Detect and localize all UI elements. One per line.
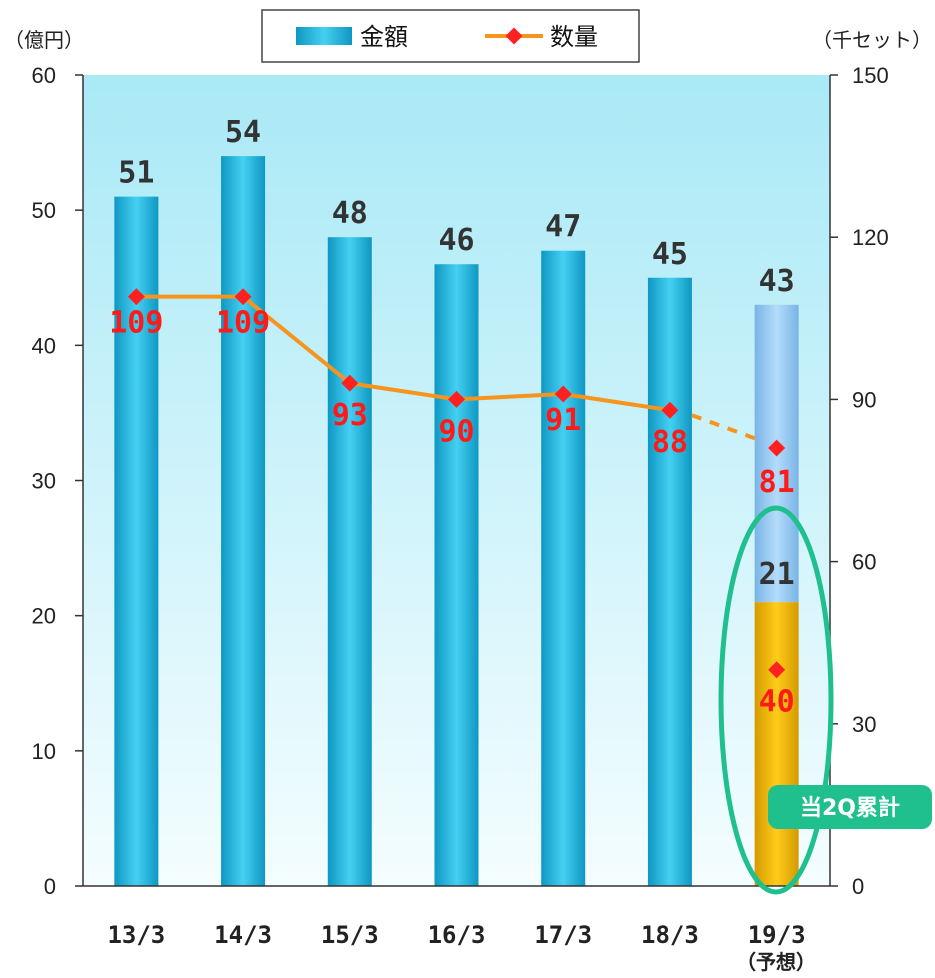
left-tick-label: 10 — [32, 739, 56, 764]
quantity-value-label: 88 — [652, 425, 688, 460]
bar-amount — [327, 237, 372, 886]
quantity-marker — [341, 374, 359, 392]
right-tick-label: 60 — [852, 550, 876, 575]
bar-amount — [114, 196, 159, 886]
legend-label-amount: 金額 — [360, 23, 408, 51]
left-tick-label: 40 — [32, 333, 56, 358]
quantity-line-forecast — [691, 413, 758, 441]
left-tick-label: 0 — [44, 874, 56, 899]
legend-swatch-amount — [296, 27, 352, 45]
right-tick-label: 30 — [852, 712, 876, 737]
x-tick-label: 14/3 — [214, 921, 272, 949]
quantity-marker — [234, 288, 252, 306]
x-tick-label: 18/3 — [641, 921, 699, 949]
bar-value-label: 43 — [759, 264, 795, 299]
quantity-value-label: 109 — [109, 306, 163, 341]
quantity-marker — [448, 390, 465, 408]
x-tick-label: 17/3 — [534, 921, 592, 949]
callout-box — [768, 785, 932, 829]
left-axis-unit: （億円） — [4, 29, 84, 52]
bar-value-label: 51 — [118, 156, 154, 191]
bar-value-label: 46 — [438, 223, 474, 258]
bar-value-label: 48 — [332, 196, 368, 231]
left-tick-label: 30 — [32, 469, 56, 494]
quantity-value-label: 91 — [545, 403, 581, 438]
bar-value-label: 47 — [545, 210, 581, 245]
legend-label-quantity: 数量 — [550, 23, 598, 51]
bar-amount — [221, 156, 266, 887]
left-tick-label: 60 — [32, 63, 56, 88]
bar-amount — [647, 277, 692, 886]
x-tick-label: 16/3 — [428, 921, 486, 949]
callout-label: 当2Q累計 — [800, 795, 900, 821]
quantity-marker — [127, 288, 145, 306]
h1-amount-label: 21 — [759, 557, 795, 592]
forecast-note: （予想） — [736, 950, 816, 974]
quantity-marker — [554, 385, 572, 403]
x-tick-label: 13/3 — [107, 921, 165, 949]
h1-highlight-ellipse — [718, 505, 834, 895]
quantity-value-label: 93 — [332, 398, 368, 433]
bar-amount-forecast-h1 — [754, 602, 799, 886]
x-tick-label: 15/3 — [321, 921, 379, 949]
right-tick-label: 120 — [852, 225, 889, 250]
quantity-marker — [661, 401, 679, 419]
bar-amount — [541, 250, 586, 886]
quantity-value-label: 90 — [438, 414, 474, 449]
h1-quantity-marker — [768, 661, 786, 679]
quantity-value-label: 109 — [216, 306, 270, 341]
left-tick-label: 50 — [32, 198, 56, 223]
bar-amount — [434, 264, 479, 886]
quantity-marker — [768, 439, 786, 457]
bar-value-label: 45 — [652, 237, 688, 272]
x-tick-label: 19/3 — [748, 921, 806, 949]
h1-quantity-label: 40 — [759, 685, 795, 720]
right-tick-label: 0 — [852, 874, 864, 899]
quantity-line — [136, 294, 671, 413]
right-axis-unit: （千セット） — [812, 29, 932, 52]
right-tick-label: 90 — [852, 387, 876, 412]
bar-value-label: 54 — [225, 115, 261, 150]
quantity-value-label: 81 — [759, 465, 795, 500]
right-tick-label: 150 — [852, 63, 889, 88]
legend: 金額 数量 — [261, 9, 640, 63]
left-tick-label: 20 — [32, 604, 56, 629]
